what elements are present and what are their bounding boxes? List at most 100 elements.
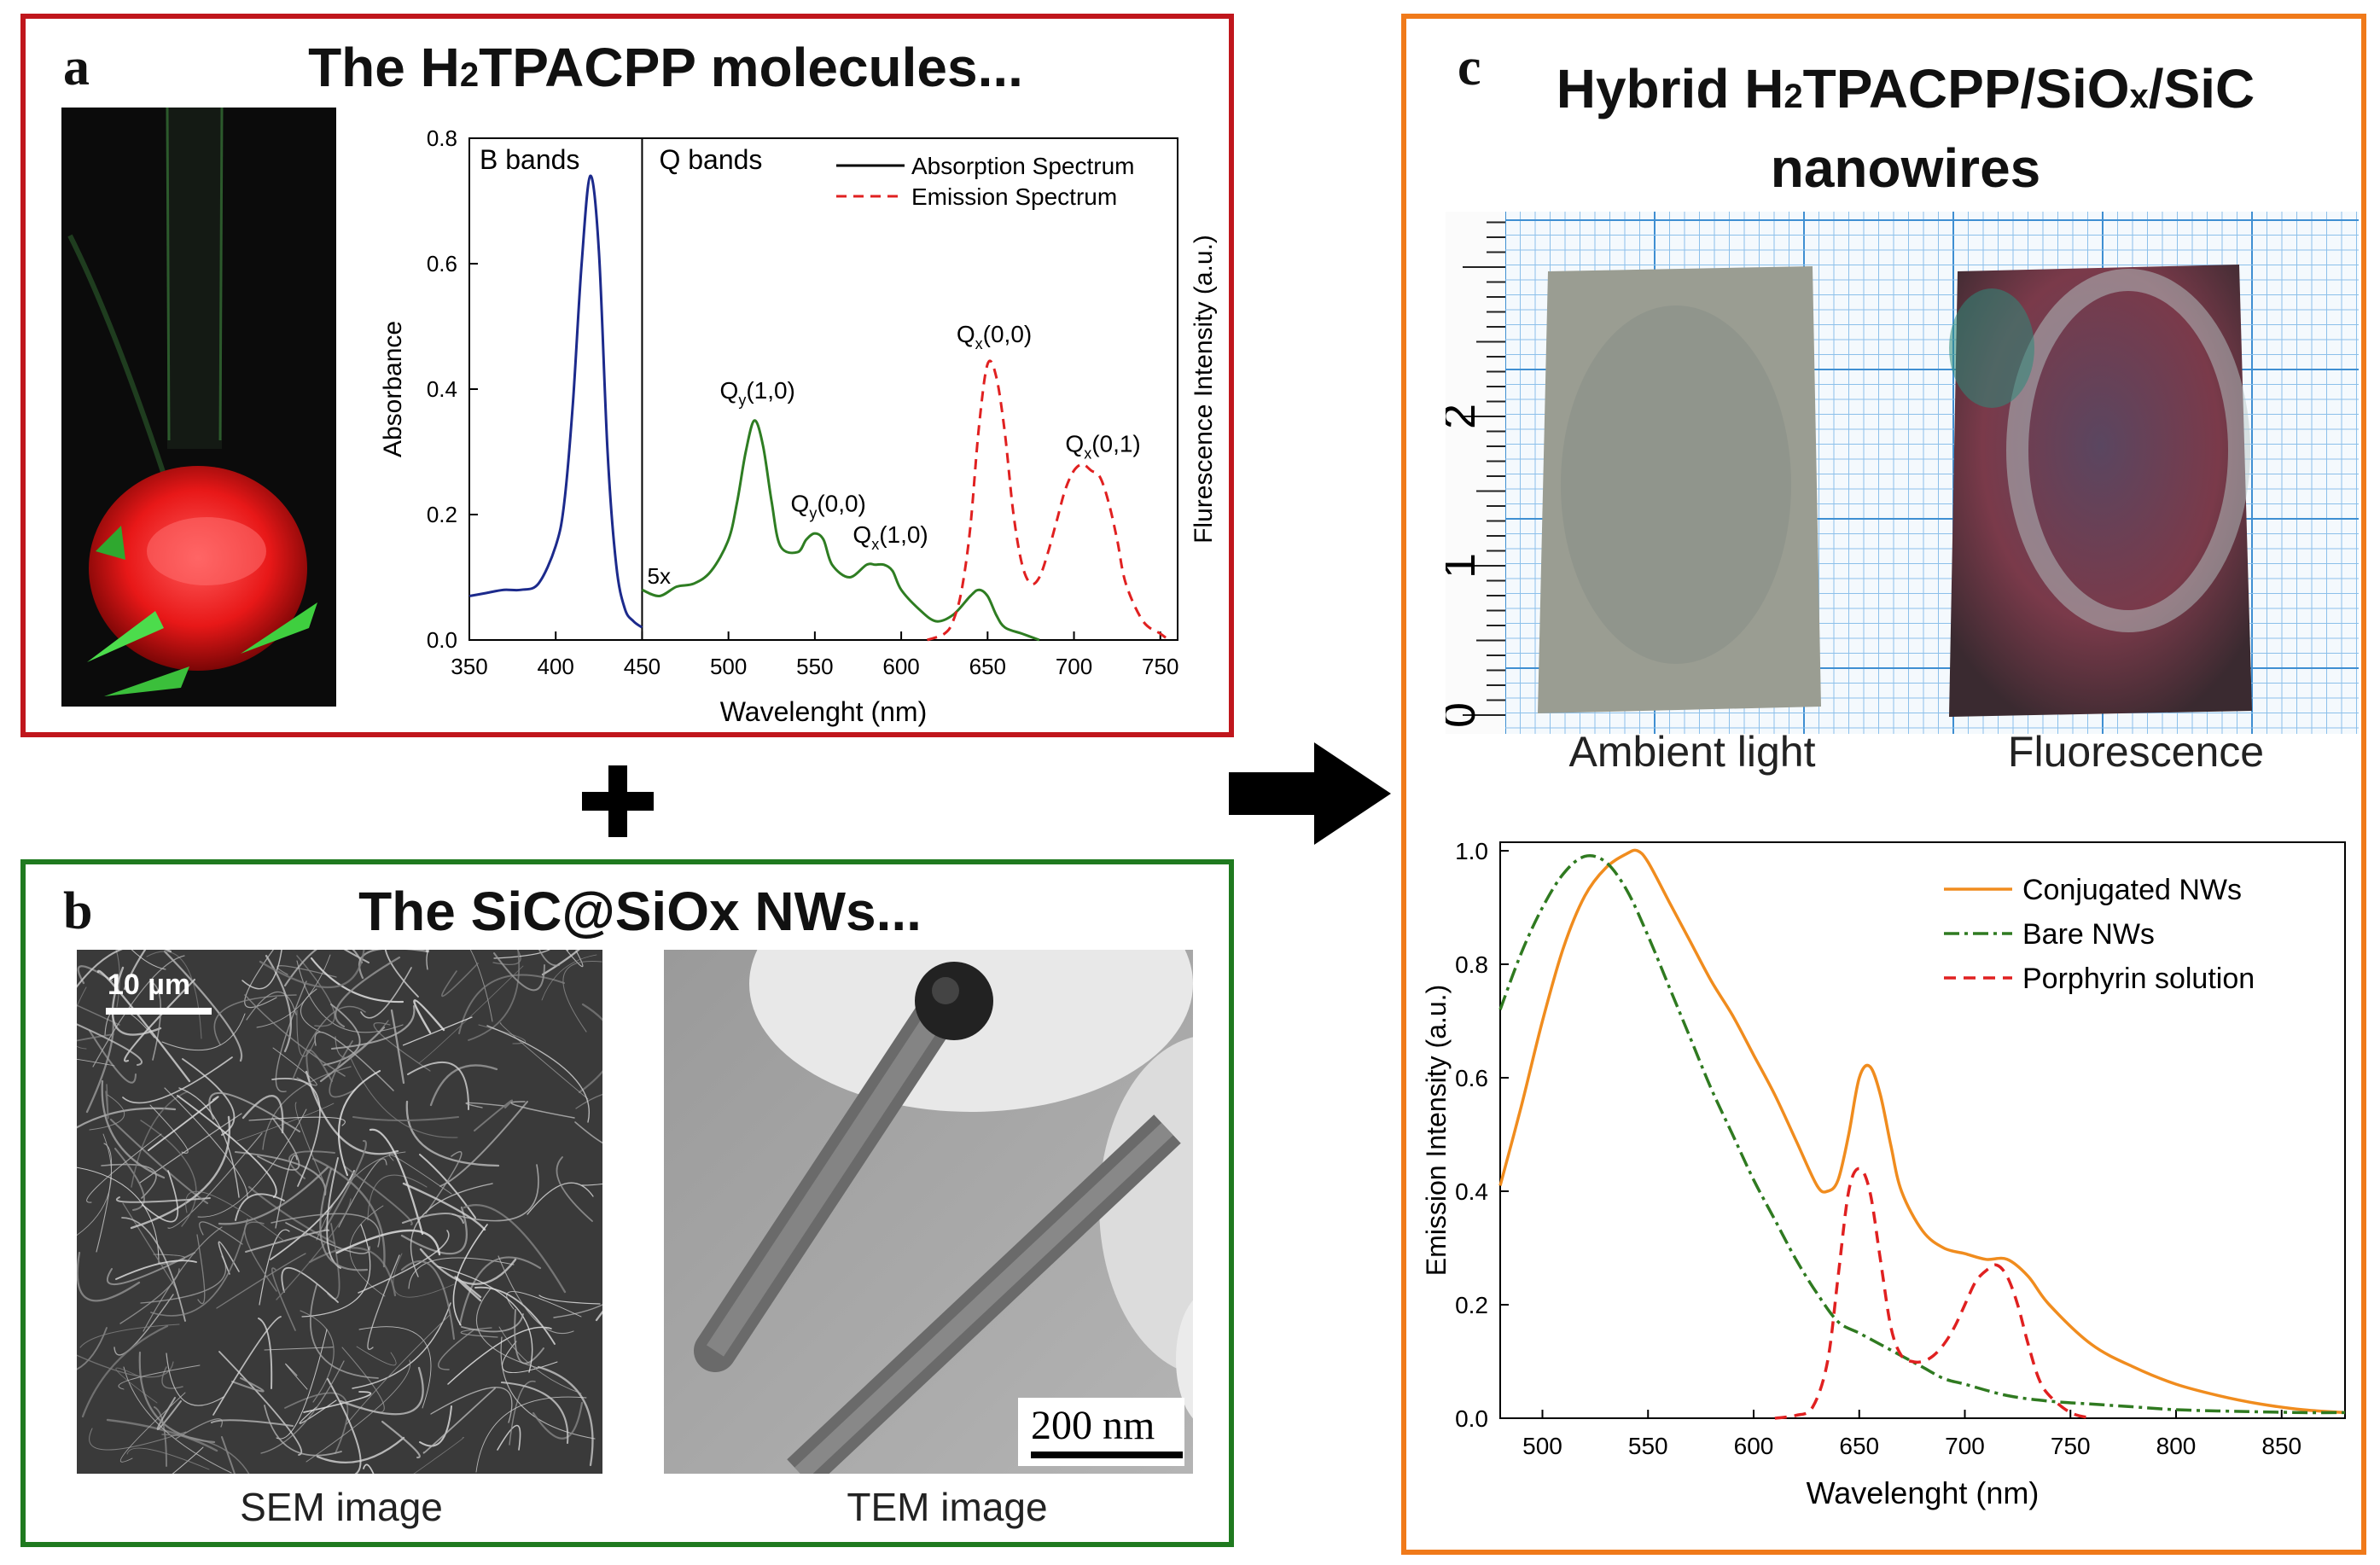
sem-fiber xyxy=(163,950,243,1062)
sem-fiber xyxy=(335,1229,441,1256)
sem-nanowire-texture xyxy=(77,950,602,1474)
sample-ambient-spot xyxy=(1561,305,1791,664)
sem-fiber xyxy=(306,1049,333,1084)
legend-label-porphyrin-solution-line: Porphyrin solution xyxy=(2022,963,2255,995)
y-tick-label: 0.2 xyxy=(427,502,457,527)
sem-fiber xyxy=(77,1023,143,1066)
sem-fiber xyxy=(138,1351,216,1444)
sem-fiber xyxy=(77,1327,108,1370)
y-axis-label: Absorbance xyxy=(379,321,407,457)
panel-c-letter: c xyxy=(1458,38,1481,96)
legend-absorption-label: Absorption Spectrum xyxy=(911,153,1134,179)
sem-fiber xyxy=(77,950,172,988)
sem-fiber xyxy=(241,950,282,990)
sample-photo: 0 1 2 xyxy=(1446,212,2359,734)
sem-fiber xyxy=(575,1093,602,1109)
sem-fiber xyxy=(429,1064,498,1107)
sem-fiber xyxy=(246,991,297,1021)
sem-fiber xyxy=(283,950,364,987)
x-tick-label: 550 xyxy=(1628,1433,1668,1459)
sem-fiber xyxy=(235,1193,285,1221)
sem-fiber xyxy=(81,1324,169,1418)
sem-fiber xyxy=(506,1291,582,1318)
sem-fiber xyxy=(474,1099,514,1132)
fluorescence-green-zone xyxy=(1949,288,2034,408)
sem-fiber xyxy=(92,955,185,1068)
sem-fiber xyxy=(337,1069,381,1177)
peak-label-qy00: Qy(0,0) xyxy=(791,490,866,521)
sem-fiber xyxy=(408,1257,515,1289)
sem-fiber xyxy=(492,950,521,966)
sem-fiber xyxy=(257,1118,300,1171)
x-axis-label: Wavelenght (nm) xyxy=(720,696,927,727)
sem-fiber xyxy=(271,1078,321,1187)
sem-fiber xyxy=(458,1256,542,1326)
sem-fiber xyxy=(426,950,429,970)
sem-fiber xyxy=(122,1056,233,1104)
sem-fiber xyxy=(532,1401,584,1440)
sem-fiber xyxy=(123,950,147,991)
sem-fiber xyxy=(244,994,346,1077)
chart-c-frame xyxy=(1499,841,2346,1419)
tem-scale-label: 200 nm xyxy=(1031,1403,1155,1448)
sem-fiber xyxy=(106,1418,218,1452)
sem-scale-label: 10 µm xyxy=(108,969,191,1001)
sem-fiber xyxy=(319,1167,369,1271)
panel-c-title-line1: Hybrid H2TPACPP/SiOx/SiC xyxy=(1556,58,2255,119)
x-tick-label: 600 xyxy=(882,654,919,679)
sem-fiber xyxy=(210,1419,294,1428)
sem-fiber xyxy=(276,965,337,978)
sem-fiber xyxy=(172,1446,204,1474)
sem-fiber xyxy=(344,1166,413,1225)
sem-fiber xyxy=(402,1182,486,1231)
q-bands-label: Q bands xyxy=(659,144,762,175)
sem-fiber xyxy=(271,1267,296,1331)
sem-fiber xyxy=(126,1447,210,1470)
sem-fiber xyxy=(437,1265,533,1373)
sem-fiber xyxy=(258,1318,273,1389)
y-tick-label: 0.6 xyxy=(1455,1065,1488,1091)
sem-fiber xyxy=(196,1234,206,1305)
sem-fiber xyxy=(154,1406,167,1467)
sem-fiber xyxy=(146,951,202,1039)
sem-fiber xyxy=(346,1314,451,1425)
fluorescence-ring xyxy=(2006,269,2250,632)
chart-a-frame xyxy=(468,137,1178,641)
sem-fiber xyxy=(77,1058,115,1067)
sem-fiber xyxy=(475,1396,587,1473)
sem-fiber xyxy=(77,986,87,1050)
sem-fiber xyxy=(358,1326,432,1409)
sem-fiber xyxy=(335,1020,389,1059)
sem-fiber xyxy=(115,950,120,1008)
sem-fiber xyxy=(96,969,191,1083)
y-tick-label: 0.6 xyxy=(427,251,457,276)
sem-fiber xyxy=(309,1284,379,1379)
sem-fiber xyxy=(474,1286,556,1345)
sem-fiber xyxy=(284,1392,349,1454)
sem-fiber xyxy=(150,1219,248,1317)
sem-fiber xyxy=(197,1108,307,1218)
sem-fiber xyxy=(130,1115,231,1230)
legend-label-conjugated-nws-line: Conjugated NWs xyxy=(2022,874,2242,906)
sem-fiber xyxy=(390,1009,405,1085)
sem-fiber xyxy=(118,1364,201,1390)
sem-fiber xyxy=(212,1316,282,1416)
panel-a-letter: a xyxy=(63,38,90,96)
sem-fiber xyxy=(218,1241,240,1275)
sem-fiber xyxy=(356,1346,397,1366)
sem-caption: SEM image xyxy=(240,1485,443,1529)
sem-fiber xyxy=(581,1183,602,1186)
sem-fiber xyxy=(142,1170,179,1223)
sem-fiber xyxy=(124,978,196,1062)
sem-fiber xyxy=(541,950,580,976)
sem-fiber xyxy=(300,1310,335,1403)
sem-fiber xyxy=(119,1268,180,1324)
sem-fiber xyxy=(451,1164,539,1222)
panel-a: a The H2TPACPP molecules... 0.0 0.2 0.4 0.6… xyxy=(20,14,1234,737)
x-tick-label: 850 xyxy=(2261,1433,2301,1459)
y-tick-label: 0.0 xyxy=(427,627,457,653)
absorption-q-band-line xyxy=(641,419,1040,642)
peak-label-qx01: Qx(0,1) xyxy=(1065,431,1140,463)
sem-fiber xyxy=(405,1100,500,1167)
sem-fiber xyxy=(77,1107,177,1129)
